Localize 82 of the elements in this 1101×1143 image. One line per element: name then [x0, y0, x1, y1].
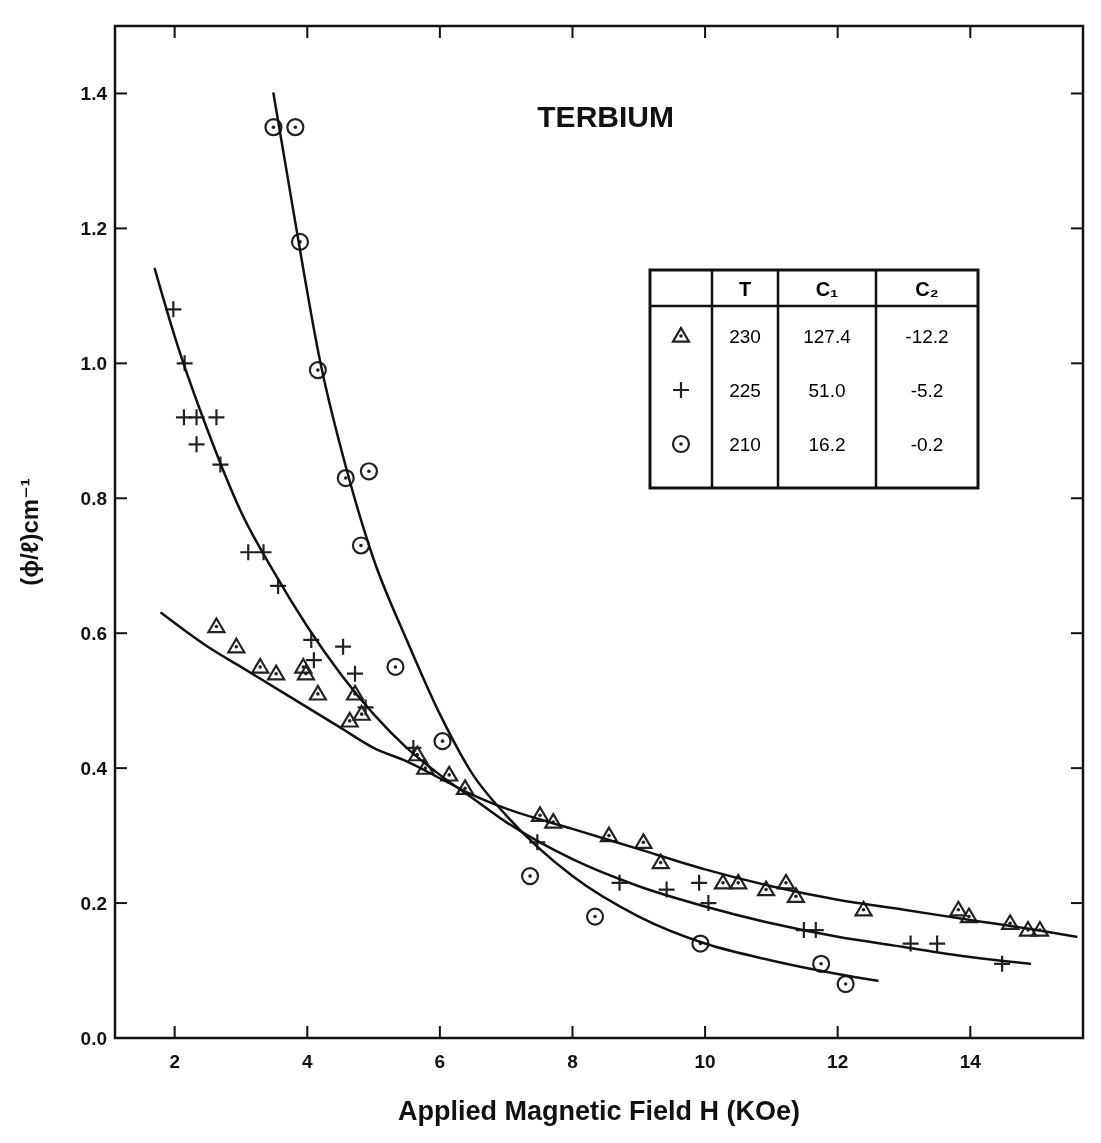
- annotation: 51.0: [808, 380, 846, 401]
- point: [207, 408, 226, 427]
- point: [854, 900, 873, 917]
- point: [1018, 920, 1038, 937]
- annotation: -0.2: [910, 434, 944, 455]
- point: [336, 468, 355, 488]
- x-axis-title: Applied Magnetic Field H (KOe): [397, 1096, 801, 1126]
- y-tick-label: 0.4: [80, 757, 108, 779]
- point: [544, 813, 563, 829]
- point: [440, 765, 459, 782]
- point: [786, 887, 806, 904]
- point: [333, 637, 353, 656]
- point: [345, 684, 365, 701]
- y-tick-label: 1.0: [80, 352, 107, 374]
- point: [651, 853, 670, 870]
- point: [520, 867, 540, 886]
- point: [1030, 920, 1049, 937]
- annotation: C₁: [815, 278, 839, 300]
- point: [386, 657, 405, 677]
- point: [267, 664, 286, 681]
- y-tick-label: 0.2: [80, 892, 107, 914]
- point: [264, 118, 283, 137]
- x-tick-label: 8: [567, 1051, 578, 1072]
- point: [433, 732, 452, 751]
- point: [308, 361, 327, 380]
- point: [690, 873, 709, 892]
- point: [207, 617, 226, 634]
- point: [949, 900, 968, 917]
- y-tick-label: 0.8: [80, 487, 107, 509]
- point: [296, 664, 316, 681]
- point: [812, 954, 831, 973]
- annotation: 16.2: [808, 434, 846, 455]
- text: TERBIUM: [537, 100, 674, 134]
- point: [290, 232, 310, 251]
- point: [340, 711, 359, 728]
- point: [351, 536, 371, 555]
- point: [408, 745, 427, 762]
- y-tick-label: 1.2: [80, 218, 107, 240]
- point: [691, 934, 710, 953]
- point: [251, 657, 270, 674]
- point: [294, 657, 313, 674]
- y-tick-label: 0.0: [80, 1027, 107, 1049]
- y-axis-title: (ϕ/ℓ)cm⁻¹: [16, 478, 43, 586]
- point: [959, 907, 979, 924]
- point: [455, 779, 475, 796]
- point: [187, 435, 206, 454]
- point: [585, 907, 605, 926]
- x-tick-label: 6: [434, 1051, 446, 1072]
- annotation: C₂: [915, 278, 939, 300]
- legend-title: T: [738, 278, 752, 300]
- point: [1000, 914, 1020, 931]
- point: [729, 873, 748, 890]
- x-tick-label: 10: [694, 1051, 716, 1072]
- legend-label: 210: [729, 434, 761, 455]
- point: [756, 880, 776, 897]
- x-tick-label: 14: [959, 1051, 982, 1072]
- legend-label: 230: [729, 326, 761, 347]
- annotation: 127.4: [803, 326, 852, 347]
- point: [928, 934, 947, 953]
- annotation: -5.2: [910, 380, 944, 401]
- y-tick-label: 0.6: [80, 622, 107, 644]
- point: [634, 833, 653, 850]
- point: [713, 873, 733, 890]
- x-tick-label: 4: [301, 1051, 313, 1072]
- legend-label: 225: [729, 380, 761, 401]
- point: [776, 873, 796, 890]
- point: [416, 759, 435, 775]
- point: [308, 684, 327, 701]
- point: [836, 974, 855, 994]
- x-tick-label: 12: [827, 1051, 849, 1072]
- x-tick-label: 2: [169, 1051, 180, 1072]
- point: [352, 705, 371, 721]
- point: [239, 543, 258, 562]
- point: [530, 806, 550, 823]
- point: [227, 637, 246, 654]
- y-tick-label: 1.4: [80, 83, 108, 105]
- point: [359, 462, 379, 481]
- point: [304, 651, 323, 670]
- annotation: -12.2: [905, 326, 949, 347]
- point: [345, 664, 365, 683]
- point: [286, 118, 305, 137]
- point: [599, 826, 619, 843]
